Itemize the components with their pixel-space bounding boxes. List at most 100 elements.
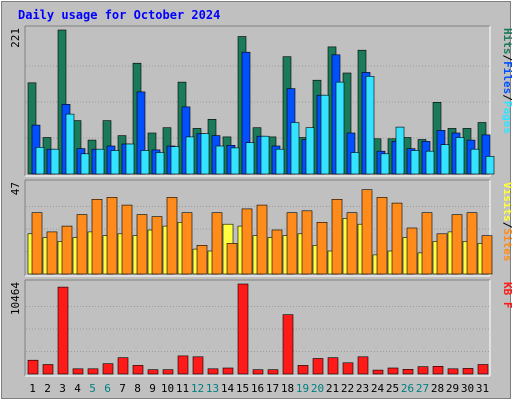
x-tick-label: 11 bbox=[176, 382, 189, 395]
chart-title: Daily usage for October 2024 bbox=[18, 8, 220, 22]
x-tick-label: 22 bbox=[341, 382, 354, 395]
x-tick-label: 8 bbox=[134, 382, 141, 395]
x-tick-label: 13 bbox=[206, 382, 219, 395]
bar-sites bbox=[151, 216, 163, 275]
bar-pages bbox=[245, 142, 255, 175]
bar-pages bbox=[395, 126, 405, 175]
x-tick-label: 26 bbox=[401, 382, 414, 395]
bar-kb-f bbox=[207, 368, 219, 375]
bar-kb-f bbox=[252, 369, 264, 375]
x-tick-label: 12 bbox=[191, 382, 204, 395]
legend-entry: Sites bbox=[501, 228, 512, 261]
y-max-label: 47 bbox=[9, 182, 22, 195]
bar-sites bbox=[376, 197, 388, 275]
legend-entry: Files bbox=[501, 61, 512, 94]
bar-pages bbox=[305, 127, 315, 175]
x-axis-labels: 1 2 3 4 5 6 7 8 9 10 11 12 13 14 15 16 17 18 19 20 21 22 23 24 2… bbox=[29, 382, 489, 395]
panel-mid: 47 Visits/Sites bbox=[9, 179, 512, 277]
bar-sites bbox=[271, 229, 283, 275]
bar-kb-f bbox=[312, 358, 324, 375]
legend-entry: Pages bbox=[501, 101, 512, 134]
bar-pages bbox=[215, 145, 225, 175]
bar-kb-f bbox=[372, 369, 384, 375]
bar-pages bbox=[290, 122, 300, 175]
bar-sites bbox=[301, 210, 313, 275]
bar-sites bbox=[121, 204, 133, 275]
bar-kb-f bbox=[132, 365, 144, 375]
bar-kb-f bbox=[72, 368, 84, 375]
bar-pages bbox=[275, 148, 285, 175]
x-tick-label: 20 bbox=[311, 382, 324, 395]
bar-pages bbox=[455, 137, 465, 175]
x-tick-label: 7 bbox=[119, 382, 126, 395]
bar-pages bbox=[425, 150, 435, 175]
bar-sites bbox=[286, 212, 298, 275]
x-tick-label: 29 bbox=[446, 382, 459, 395]
bar-sites bbox=[76, 214, 88, 275]
x-tick-label: 9 bbox=[149, 382, 156, 395]
x-tick-label: 4 bbox=[74, 382, 81, 395]
bar-kb-f bbox=[222, 367, 234, 375]
bar-sites bbox=[346, 212, 358, 275]
x-tick-label: 2 bbox=[44, 382, 51, 395]
bar-sites bbox=[106, 197, 118, 275]
x-tick-label: 31 bbox=[476, 382, 489, 395]
legend-top: Hits/Files/Pages bbox=[501, 28, 512, 134]
bar-pages bbox=[155, 152, 165, 175]
bar-sites bbox=[91, 199, 103, 275]
x-tick-label: 6 bbox=[104, 382, 111, 395]
bar-sites bbox=[406, 227, 418, 275]
bar-sites bbox=[451, 214, 463, 275]
legend-entry: / bbox=[501, 94, 512, 101]
bar-sites bbox=[61, 225, 73, 275]
bar-kb-f bbox=[177, 355, 189, 375]
bar-kb-f bbox=[477, 364, 489, 375]
bar-kb-f bbox=[87, 368, 99, 375]
bar-sites bbox=[196, 245, 208, 275]
legend-mid: Visits/Sites bbox=[501, 182, 512, 262]
x-tick-label: 25 bbox=[386, 382, 399, 395]
x-tick-label: 5 bbox=[89, 382, 96, 395]
bar-sites bbox=[181, 212, 193, 275]
bar-pages bbox=[230, 147, 240, 175]
bar-pages bbox=[470, 148, 480, 175]
bar-kb-f bbox=[102, 363, 114, 375]
legend-entry: / bbox=[501, 55, 512, 62]
panel-background bbox=[25, 280, 490, 376]
bar-pages bbox=[110, 150, 120, 175]
bar-pages bbox=[170, 146, 180, 175]
bar-kb-f bbox=[327, 357, 339, 375]
bar-pages bbox=[200, 133, 210, 175]
legend-entry: KB F bbox=[501, 282, 512, 309]
x-tick-label: 18 bbox=[281, 382, 294, 395]
x-tick-label: 14 bbox=[221, 382, 235, 395]
x-tick-label: 10 bbox=[161, 382, 174, 395]
bar-kb-f bbox=[117, 357, 129, 375]
x-tick-label: 28 bbox=[431, 382, 444, 395]
x-tick-label: 21 bbox=[326, 382, 339, 395]
x-tick-label: 17 bbox=[266, 382, 279, 395]
bar-sites bbox=[226, 243, 238, 275]
bar-sites bbox=[331, 199, 343, 275]
bar-kb-f bbox=[57, 286, 69, 375]
bar-sites bbox=[136, 214, 148, 275]
bar-kb-f bbox=[447, 368, 459, 375]
bar-sites bbox=[166, 197, 178, 275]
bar-kb-f bbox=[357, 356, 369, 375]
legend-entry: / bbox=[501, 222, 512, 229]
bar-pages bbox=[335, 81, 345, 175]
bar-pages bbox=[125, 143, 135, 175]
x-tick-label: 24 bbox=[371, 382, 385, 395]
bar-pages bbox=[35, 147, 45, 175]
bar-sites bbox=[316, 222, 328, 275]
bar-pages bbox=[440, 144, 450, 175]
bar-kb-f bbox=[402, 368, 414, 375]
bar-pages bbox=[95, 148, 105, 175]
bar-pages bbox=[320, 94, 330, 175]
bar-sites bbox=[391, 202, 403, 275]
bar-sites bbox=[46, 231, 58, 275]
bar-kb-f bbox=[27, 359, 39, 375]
